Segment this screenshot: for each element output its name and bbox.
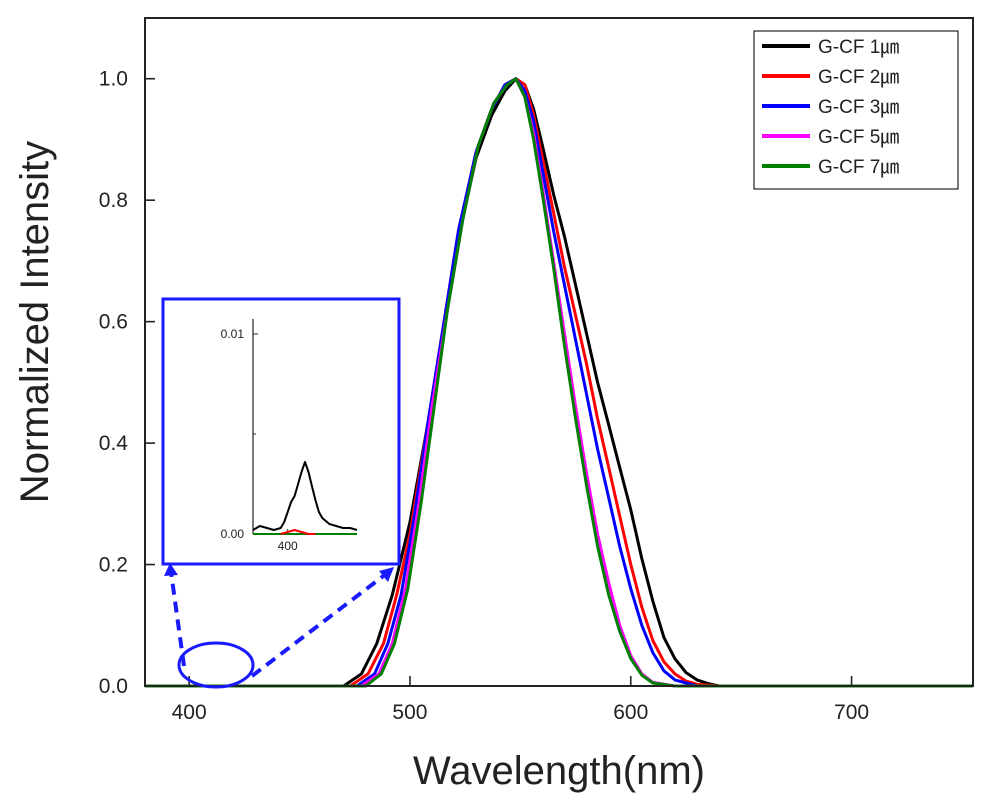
inset-series-line	[252, 461, 358, 531]
y-tick-label: 0.6	[99, 311, 128, 334]
y-axis-title: Normalized Intensity	[13, 141, 57, 503]
series-line-3	[145, 77, 973, 688]
legend-label: G-CF 2㎛	[818, 67, 899, 88]
y-tick-label: 0.2	[99, 554, 128, 577]
inset-series-line	[280, 529, 316, 535]
zoom-arrowhead-right	[379, 567, 394, 582]
legend-label: G-CF 7㎛	[818, 157, 899, 178]
legend-label: G-CF 1㎛	[818, 37, 899, 58]
zoom-arrow-right	[250, 572, 388, 678]
x-tick-label: 700	[834, 701, 869, 724]
x-tick-label: 600	[613, 701, 648, 724]
x-axis-title: Wavelength(nm)	[413, 749, 705, 793]
inset-x-tick-label: 400	[278, 539, 298, 553]
y-tick-label: 0.8	[99, 189, 128, 212]
inset-series	[252, 461, 358, 535]
y-tick-label: 0.0	[99, 675, 128, 698]
legend-label: G-CF 3㎛	[818, 97, 899, 118]
inset-frame	[161, 297, 401, 566]
legend-label: G-CF 5㎛	[818, 127, 899, 148]
series-line-5	[145, 77, 973, 688]
x-tick-label: 500	[392, 701, 427, 724]
zoom-region-ellipse	[177, 641, 255, 689]
y-tick-label: 0.4	[99, 432, 129, 455]
inset-y-tick-label: 0.01	[221, 327, 245, 341]
legend: G-CF 1㎛ G-CF 2㎛ G-CF 3㎛ G-CF 5㎛ G-CF 7㎛	[753, 30, 959, 190]
zoom-arrow-left	[169, 571, 186, 667]
x-axis-ticks: 400 500 600 700	[172, 676, 869, 724]
legend-box	[753, 30, 959, 190]
y-axis-ticks: 0.0 0.2 0.4 0.6 0.8 1.0	[99, 68, 155, 698]
zoom-arrowhead-left	[164, 563, 178, 576]
y-tick-label: 1.0	[99, 68, 128, 91]
x-tick-label: 400	[172, 701, 207, 724]
plot-frame	[144, 17, 974, 687]
main-plot-series	[145, 77, 973, 688]
inset-y-tick-label: 0.00	[221, 527, 245, 541]
